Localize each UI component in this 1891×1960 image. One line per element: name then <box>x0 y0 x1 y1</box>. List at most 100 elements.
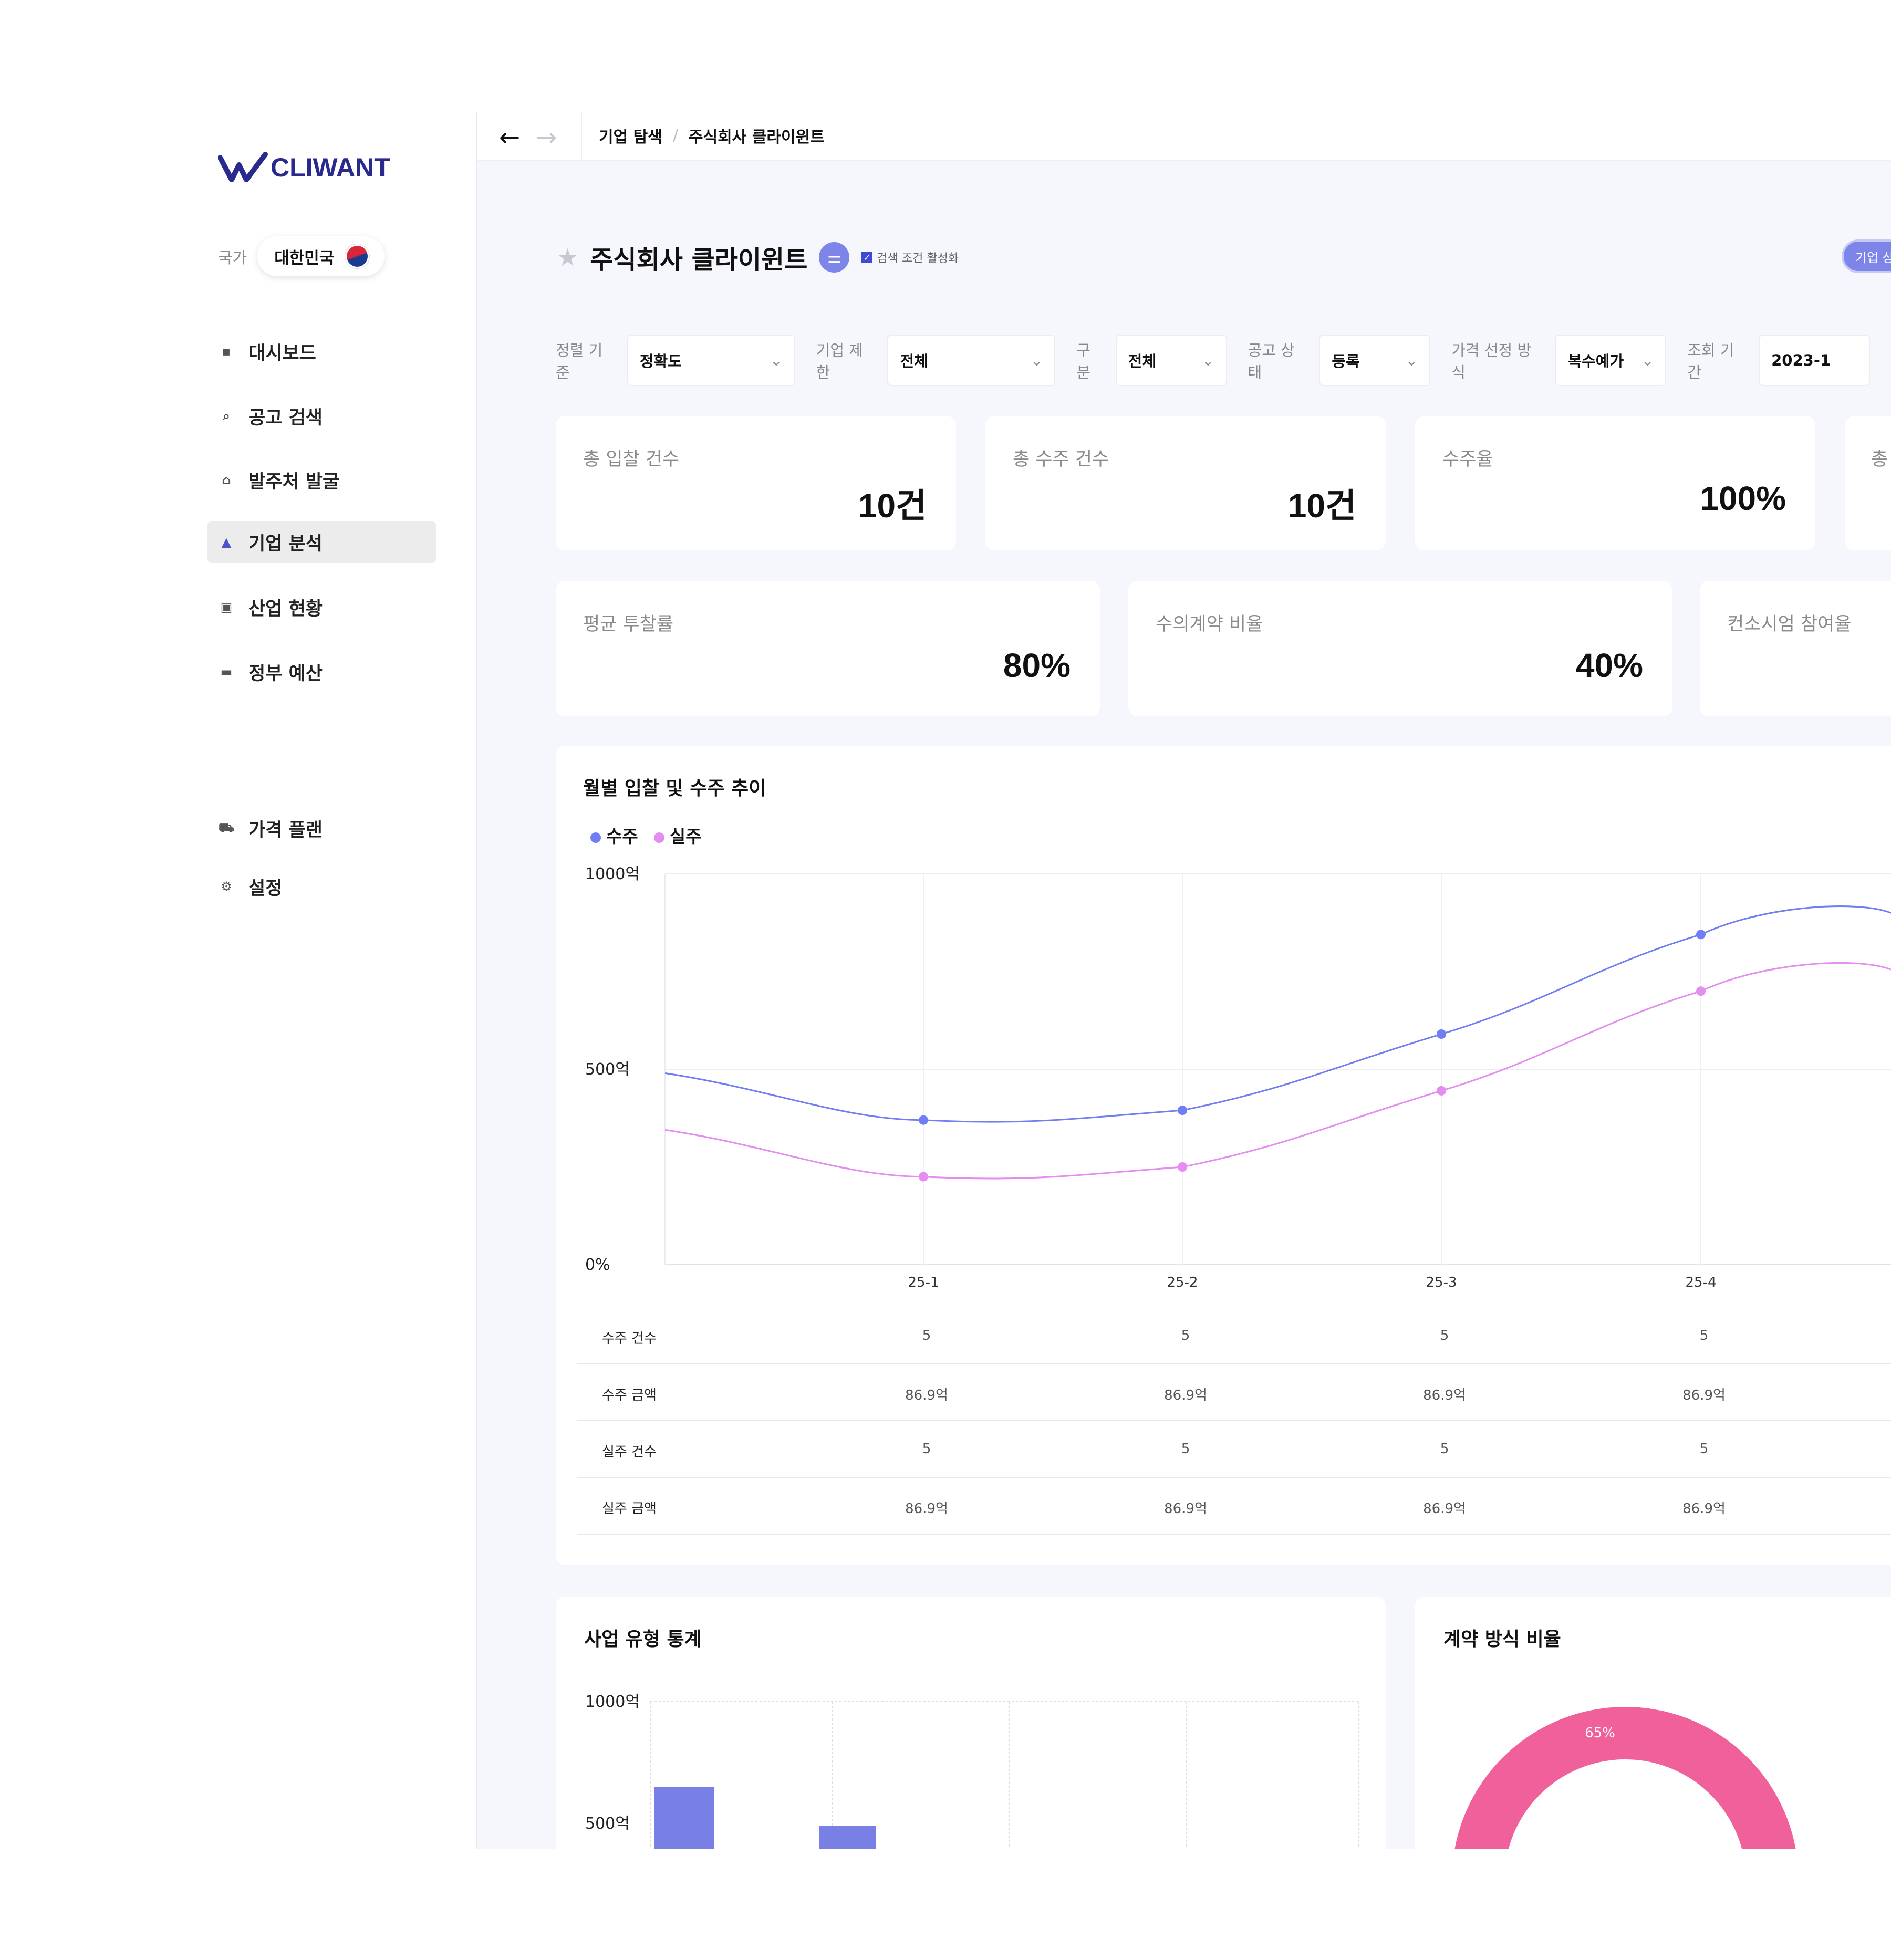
filter-label: 기업 제한 <box>816 341 863 381</box>
filter-bar: 정렬 기준 정확도 ⌄ 기업 제한 전체 ⌄ 구분 전체 ⌄ 공고 상태 등록 ⌄ 가격… <box>556 335 1891 386</box>
bar-chart: 1000억 500억 <box>585 1693 1359 1849</box>
sidebar-item-settings[interactable]: ⚙ 설정 <box>207 866 436 908</box>
forward-arrow-icon[interactable]: → <box>536 123 557 152</box>
company-limit-select[interactable]: 전체 ⌄ <box>887 335 1056 386</box>
sort-select[interactable]: 정확도 ⌄ <box>627 335 795 386</box>
stat-card-total-wins: 총 수주 건수 10건 <box>985 416 1386 550</box>
table-row: 수주 금액 86.9억 86.9억 86.9억 86.9억 <box>577 1364 1891 1421</box>
bar <box>654 1787 714 1849</box>
y-tick-label: 0% <box>585 1256 610 1274</box>
stat-label: 총 수주 건수 <box>1013 449 1109 470</box>
data-point <box>1178 1162 1187 1172</box>
select-value: 등록 <box>1332 352 1360 370</box>
legend-dot-icon <box>653 832 664 843</box>
page-title: 주식회사 클라이윈트 <box>590 245 808 275</box>
search-icon: ⌕ <box>223 409 230 423</box>
chevron-down-icon: ⌄ <box>770 351 783 369</box>
filter-toggle-icon[interactable]: ⚌ <box>819 242 850 273</box>
donut-slice-label: 65% <box>1585 1725 1615 1741</box>
breadcrumb-item-current: 주식회사 클라이윈트 <box>688 128 825 147</box>
period-select[interactable]: 2023-1 <box>1759 335 1871 386</box>
table-cell: 86.9억 <box>1682 1388 1726 1403</box>
country-label: 국가 <box>218 249 247 267</box>
gear-icon: ⚙ <box>221 879 232 894</box>
donut-slice-major <box>1454 1707 1796 1849</box>
filter-label: 정렬 기준 <box>556 341 603 381</box>
country-value: 대한민국 <box>274 248 335 268</box>
x-tick-label: 25-1 <box>908 1275 939 1290</box>
legend-item-win[interactable]: 수주 <box>590 822 638 848</box>
notice-status-select[interactable]: 등록 ⌄ <box>1319 335 1431 386</box>
company-button[interactable]: 기업 상 <box>1842 239 1891 273</box>
table-cell: 5 <box>1440 1441 1449 1457</box>
filter-label: 구분 <box>1076 341 1090 381</box>
checkbox-label: 검색 조건 활성화 <box>877 252 959 265</box>
korea-flag-icon <box>347 246 368 267</box>
filter-label: 공고 상태 <box>1248 341 1295 381</box>
price-method-select[interactable]: 복수예가 ⌄ <box>1555 335 1667 386</box>
chart-title: 월별 입찰 및 수주 추이 <box>583 778 766 799</box>
table-cell: 86.9억 <box>1682 1501 1726 1517</box>
sidebar-item-bid-search[interactable]: ⌕ 공고 검색 <box>207 395 436 437</box>
y-tick-label: 500억 <box>585 1060 630 1079</box>
logo[interactable]: CLIWANT <box>218 151 390 184</box>
sidebar-item-company-analysis[interactable]: ▲ 기업 분석 <box>207 521 436 563</box>
y-tick-label: 500억 <box>585 1815 630 1833</box>
stat-label: 평균 투찰률 <box>583 614 674 635</box>
table-cell: 5 <box>922 1441 931 1457</box>
chart-title: 계약 방식 비율 <box>1443 1629 1561 1650</box>
legend-label: 실주 <box>669 826 702 847</box>
table-cell: 5 <box>1440 1328 1449 1343</box>
stat-label: 수주율 <box>1442 449 1493 470</box>
data-point <box>1178 1106 1187 1115</box>
select-value: 전체 <box>1128 352 1157 370</box>
chart-title: 사업 유형 통계 <box>584 1629 702 1650</box>
sidebar-item-label: 대시보드 <box>248 342 316 364</box>
data-point <box>919 1115 928 1125</box>
contract-method-card: 계약 방식 비율 65% <box>1415 1597 1891 1849</box>
sidebar-item-dashboard[interactable]: ▪ 대시보드 <box>207 330 436 372</box>
legend-item-loss[interactable]: 실주 <box>653 822 702 848</box>
table-row: 실주 금액 86.9억 86.9억 86.9억 86.9억 <box>577 1478 1891 1535</box>
table-cell: 5 <box>922 1328 931 1343</box>
sidebar-item-label: 발주처 발굴 <box>248 471 340 493</box>
stat-card-win-rate: 수주율 100% <box>1415 416 1815 550</box>
table-row-label: 실주 건수 <box>602 1444 657 1460</box>
topbar-divider <box>581 112 582 161</box>
select-value: 전체 <box>900 352 928 370</box>
table-row-label: 수주 건수 <box>602 1331 657 1347</box>
table-cell: 86.9억 <box>1423 1501 1466 1517</box>
donut-chart: 65% <box>1454 1707 1796 1849</box>
search-condition-checkbox[interactable]: ✓ 검색 조건 활성화 <box>861 249 959 266</box>
stat-value: 10건 <box>1287 487 1356 525</box>
grid-icon: ▪ <box>222 344 231 359</box>
table-row-label: 수주 금액 <box>602 1388 657 1403</box>
line-chart: 1000억 500억 0% 25-1 25-2 25-3 25-4 <box>585 865 1891 1290</box>
category-select[interactable]: 전체 ⌄ <box>1115 335 1227 386</box>
table-cell: 86.9억 <box>1164 1501 1207 1517</box>
sidebar-item-client-discovery[interactable]: ⌂ 발주처 발굴 <box>207 459 436 501</box>
select-value: 정확도 <box>639 352 682 370</box>
business-type-card: 사업 유형 통계 1000억 500억 <box>556 1597 1386 1849</box>
table-cell: 86.9억 <box>905 1388 948 1403</box>
back-arrow-icon[interactable]: ← <box>499 123 521 152</box>
x-tick-label: 25-4 <box>1685 1275 1716 1290</box>
building-icon: ⌂ <box>222 473 231 487</box>
star-icon[interactable]: ★ <box>557 243 579 272</box>
sidebar-item-label: 산업 현황 <box>248 598 323 620</box>
breadcrumb-item[interactable]: 기업 탐색 <box>599 128 662 147</box>
stat-card-avg-bid-rate: 평균 투찰률 80% <box>556 581 1100 716</box>
country-dropdown[interactable]: 대한민국 <box>257 236 385 276</box>
table-cell: 5 <box>1181 1441 1190 1457</box>
filter-label: 조회 기간 <box>1687 341 1734 381</box>
data-point <box>1437 1086 1446 1096</box>
data-point <box>1437 1029 1446 1039</box>
chevron-down-icon: ⌄ <box>1202 351 1214 369</box>
stat-value: 80% <box>1003 647 1071 684</box>
table-cell: 5 <box>1699 1328 1709 1343</box>
sidebar-item-label: 설정 <box>248 878 283 899</box>
sidebar-item-industry-status[interactable]: ▣ 산업 현황 <box>207 586 436 628</box>
table-row-label: 실주 금액 <box>602 1501 657 1517</box>
sidebar-item-pricing[interactable]: ⛟ 가격 플랜 <box>207 807 436 849</box>
sidebar-item-government-budget[interactable]: ▬ 정부 예산 <box>207 651 436 693</box>
